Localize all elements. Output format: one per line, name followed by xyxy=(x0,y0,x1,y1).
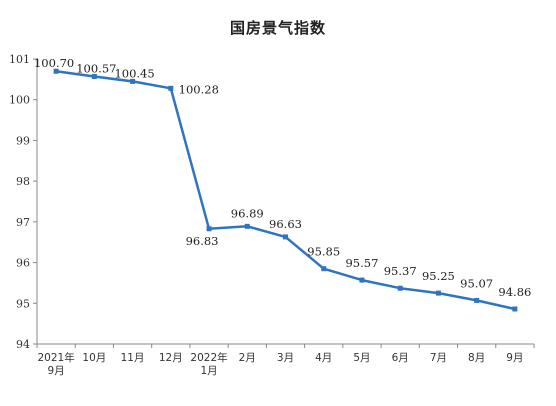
x-tick-label: 4月 xyxy=(315,352,332,364)
data-label: 100.45 xyxy=(114,66,154,80)
x-tick-label: 2月 xyxy=(239,352,256,364)
data-label: 96.63 xyxy=(269,217,302,231)
data-label: 96.89 xyxy=(231,206,264,220)
data-point xyxy=(435,290,441,296)
x-tick-label: 11月 xyxy=(121,352,145,364)
data-label: 100.28 xyxy=(179,82,219,96)
data-label: 95.07 xyxy=(460,276,493,290)
x-tick-label: 3月 xyxy=(277,352,294,364)
data-label: 95.85 xyxy=(307,245,340,259)
data-label: 100.70 xyxy=(34,56,74,70)
x-tick-label: 1月 xyxy=(200,365,217,377)
x-tick-label: 10月 xyxy=(82,352,106,364)
data-point xyxy=(321,266,327,272)
x-tick-label: 2022年 xyxy=(190,351,227,364)
data-point xyxy=(244,223,250,229)
x-tick-label: 2021年 xyxy=(37,351,74,364)
x-tick-label: 9月 xyxy=(506,352,523,364)
x-tick-label: 8月 xyxy=(468,352,485,364)
data-point xyxy=(206,226,212,232)
data-label: 94.86 xyxy=(498,285,531,299)
data-label: 96.83 xyxy=(186,234,219,248)
y-tick-label: 99 xyxy=(16,134,30,147)
x-tick-label: 5月 xyxy=(353,352,370,364)
data-point xyxy=(168,85,174,91)
y-tick-label: 94 xyxy=(16,338,30,351)
y-tick-label: 101 xyxy=(9,53,30,66)
data-label: 95.25 xyxy=(422,269,455,283)
data-point xyxy=(53,68,59,74)
chart-title: 国房景气指数 xyxy=(229,19,326,37)
data-point xyxy=(474,297,480,303)
data-point xyxy=(130,78,136,84)
data-point xyxy=(91,74,97,80)
data-label: 95.37 xyxy=(384,264,417,278)
data-point xyxy=(359,277,365,283)
x-tick-label: 7月 xyxy=(430,352,447,364)
data-point xyxy=(512,306,518,312)
y-tick-label: 100 xyxy=(9,94,30,107)
x-tick-label: 9月 xyxy=(48,365,65,377)
x-tick-label: 12月 xyxy=(159,352,183,364)
data-label: 100.57 xyxy=(76,62,116,76)
y-tick-label: 97 xyxy=(16,216,30,229)
x-tick-label: 6月 xyxy=(392,352,409,364)
data-point xyxy=(397,285,403,291)
y-tick-label: 95 xyxy=(16,297,30,310)
data-label: 95.57 xyxy=(345,256,378,270)
data-point xyxy=(283,234,288,240)
y-tick-label: 98 xyxy=(16,175,30,188)
y-tick-label: 96 xyxy=(16,257,30,270)
